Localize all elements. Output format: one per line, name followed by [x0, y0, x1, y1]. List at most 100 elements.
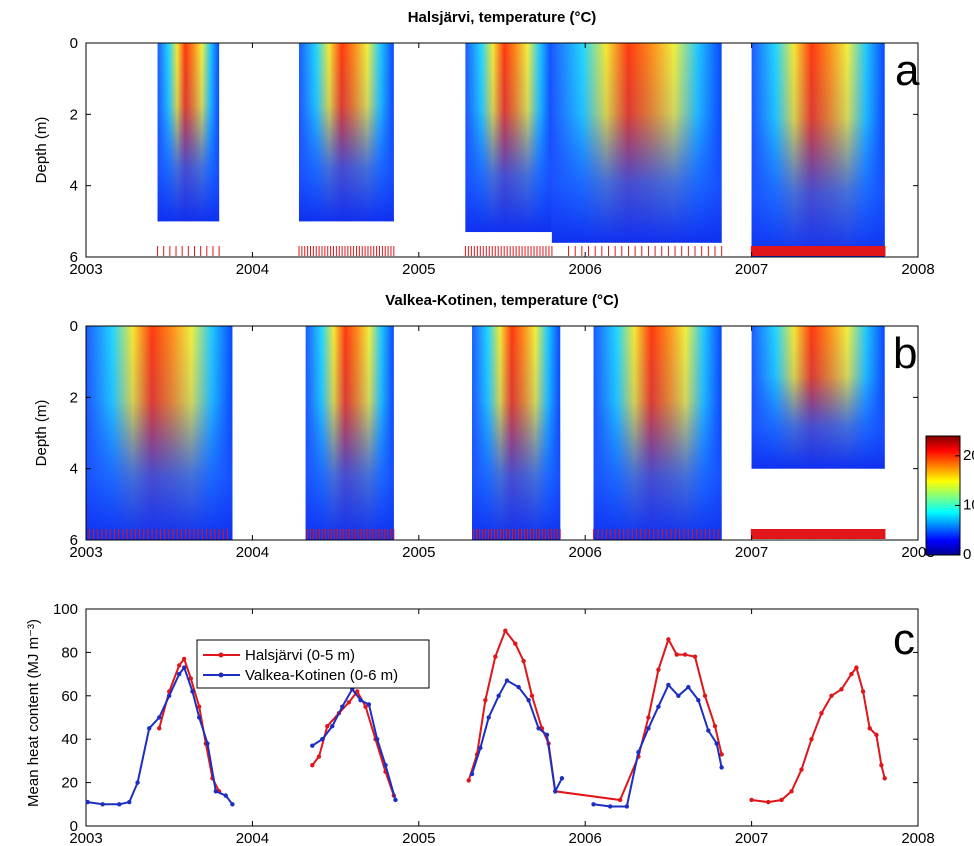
- temperature-block-depth: [305, 326, 394, 540]
- data-point: [636, 750, 641, 755]
- colorbar-tick-label: 10: [963, 496, 974, 513]
- data-point: [504, 678, 510, 683]
- temperature-block: [551, 43, 722, 243]
- x-tick-label: 2003: [69, 544, 102, 561]
- data-point: [624, 804, 629, 809]
- data-point: [666, 682, 671, 688]
- panel-a-letter: a: [895, 46, 920, 95]
- data-point: [496, 693, 501, 698]
- series-line: [87, 665, 234, 806]
- data-point: [503, 628, 508, 633]
- data-point: [176, 671, 182, 677]
- data-point: [682, 652, 688, 657]
- panel-a-plot: 2003 2004 2005 2006 2007 2008 0 2 4 6: [69, 35, 934, 278]
- data-point: [714, 741, 719, 746]
- colorbar-tick-label: 20: [963, 447, 974, 464]
- temperature-block-depth: [86, 326, 233, 540]
- panel-a: Halsjärvi, temperature (°C) 2003 2004 2005…: [33, 9, 935, 278]
- colorbar: 0 10 20: [925, 435, 974, 563]
- data-point: [340, 704, 345, 709]
- data-point: [536, 726, 541, 731]
- temperature-block: [465, 43, 552, 233]
- data-point: [521, 658, 526, 664]
- temperature-block: [157, 43, 220, 222]
- data-point: [383, 763, 388, 768]
- panel-b-y-ticks: 0 2 4 6: [70, 318, 918, 549]
- panel-b-letter: b: [893, 329, 917, 378]
- x-tick-label: 2004: [236, 261, 269, 278]
- data-point: [486, 715, 491, 720]
- data-point: [325, 723, 330, 729]
- panel-c-plot: 2003 2004 2005 2006 2007 2008 0 20 40 60 80 100: [53, 601, 935, 846]
- data-point: [358, 697, 363, 703]
- panel-b: Valkea-Kotinen, temperature (°C) 2003 200…: [33, 292, 974, 563]
- x-tick-label: 2006: [569, 544, 602, 561]
- x-tick-label: 2004: [236, 830, 269, 846]
- data-point: [702, 693, 708, 698]
- data-point: [85, 799, 90, 805]
- series-line: [467, 628, 723, 802]
- data-point: [513, 641, 518, 646]
- data-point: [181, 656, 187, 662]
- x-tick-label: 2005: [402, 544, 435, 561]
- data-point: [849, 671, 854, 677]
- legend-marker-halsjarvi: [218, 652, 224, 658]
- data-point: [375, 737, 380, 742]
- data-point: [819, 710, 824, 716]
- data-point: [553, 789, 558, 794]
- data-point: [706, 728, 711, 733]
- panel-a-y-ticks: 0 2 4 6: [70, 35, 918, 266]
- panel-a-sampling-marks: [157, 246, 886, 256]
- x-tick-label: 2008: [901, 830, 934, 846]
- y-tick-label: 2: [70, 389, 78, 406]
- temperature-block: [751, 43, 885, 257]
- temperature-block-depth: [157, 43, 220, 222]
- temperature-block-depth: [472, 326, 561, 540]
- data-point: [559, 776, 565, 781]
- data-point: [686, 684, 691, 690]
- panel-b-x-ticks: 2003 2004 2005 2006 2007 2008: [69, 326, 935, 561]
- panel-a-frame: [85, 42, 919, 258]
- temperature-block-depth: [465, 43, 552, 233]
- temperature-block: [305, 326, 394, 540]
- data-point: [230, 802, 235, 807]
- y-tick-label: 0: [70, 318, 78, 335]
- data-point: [789, 789, 794, 794]
- panel-b-frame: [85, 325, 919, 541]
- y-tick-label: 6: [70, 249, 78, 266]
- x-tick-label: 2004: [236, 544, 269, 561]
- x-tick-label: 2003: [69, 261, 102, 278]
- panel-a-title: Halsjärvi, temperature (°C): [408, 9, 597, 26]
- data-point: [157, 715, 162, 720]
- panel-c-ylabel: Mean heat content (MJ m⁻³): [25, 619, 42, 807]
- y-tick-label: 6: [70, 532, 78, 549]
- x-tick-label: 2007: [735, 544, 768, 561]
- panel-b-title: Valkea-Kotinen, temperature (°C): [385, 292, 619, 309]
- temperature-block-depth: [751, 326, 885, 469]
- data-point: [544, 732, 550, 738]
- y-tick-label: 100: [53, 601, 78, 618]
- data-point: [719, 752, 724, 757]
- data-point: [607, 804, 613, 809]
- data-point: [466, 778, 471, 783]
- panel-b-ylabel: Depth (m): [33, 400, 50, 467]
- temperature-block-depth: [298, 43, 394, 222]
- data-point: [181, 665, 187, 670]
- data-point: [117, 802, 122, 807]
- data-point: [656, 704, 661, 709]
- data-point: [190, 689, 195, 694]
- series-line: [311, 689, 395, 796]
- colorbar-tick-label: 0: [963, 546, 971, 563]
- data-point: [223, 793, 228, 798]
- x-tick-label: 2005: [402, 261, 435, 278]
- data-point: [516, 684, 521, 690]
- x-tick-label: 2007: [735, 830, 768, 846]
- data-point: [779, 797, 784, 803]
- y-tick-label: 40: [61, 731, 78, 748]
- x-tick-label: 2003: [69, 830, 102, 846]
- data-point: [320, 737, 325, 742]
- data-point: [529, 693, 535, 698]
- data-point: [712, 723, 718, 729]
- temperature-block: [86, 326, 233, 540]
- legend-label-valkea: Valkea-Kotinen (0-6 m): [245, 667, 398, 684]
